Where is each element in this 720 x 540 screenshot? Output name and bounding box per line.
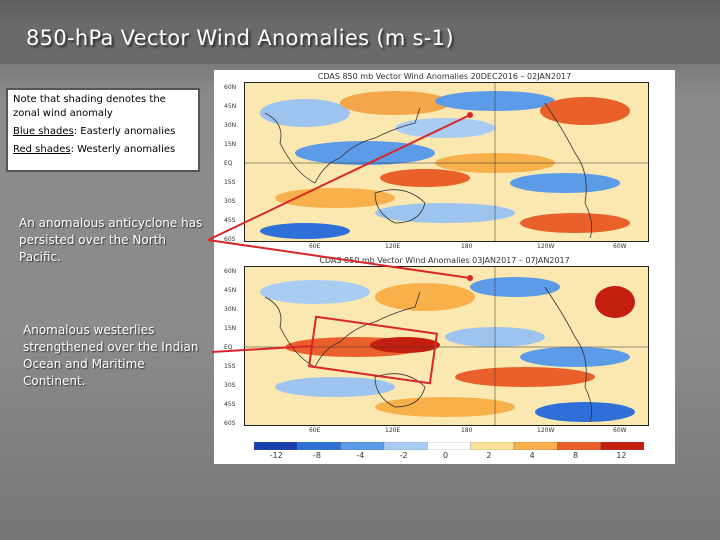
callout-anticyclone: An anomalous anticyclone has persisted o… [19, 216, 203, 264]
lat-label: EQ [224, 344, 233, 351]
colorbar-tick-label: -8 [313, 451, 321, 460]
colorbar-tick-label: 12 [616, 451, 627, 460]
colorbar-swatch [427, 442, 471, 450]
lat-label: 60S [224, 236, 236, 243]
note-red: Red shades: Westerly anomalies [13, 143, 193, 157]
colorbar-tick-label: 2 [486, 451, 492, 460]
top-map-shading [245, 83, 648, 241]
lon-label: 60W [613, 427, 627, 434]
lon-label: 60W [613, 243, 627, 250]
lat-label: 45S [224, 401, 236, 408]
colorbar-swatch [340, 442, 385, 450]
lon-label: 120W [537, 427, 555, 434]
lat-label: 15S [224, 179, 236, 186]
lon-label: 120E [385, 243, 401, 250]
lat-label: 15N [224, 325, 237, 332]
colorbar-tick-label: -4 [356, 451, 365, 460]
note-text: Note that shading denotes the zonal wind… [13, 94, 166, 119]
lat-label: 45S [224, 217, 236, 224]
legend-note-box: Note that shading denotes the zonal wind… [6, 88, 200, 172]
bottom-map-shading [245, 267, 648, 425]
lon-label: 60E [309, 427, 321, 434]
lat-label: EQ [224, 160, 233, 167]
lat-label: 30N [224, 306, 237, 313]
lon-label: 60E [309, 243, 321, 250]
title-bar [0, 20, 720, 64]
colorbar-swatch [557, 442, 601, 450]
lat-label: 15S [224, 363, 236, 370]
colorbar-swatch [470, 442, 515, 450]
red-shades-label: Red shades [13, 144, 71, 155]
note-blue: Blue shades: Easterly anomalies [13, 125, 193, 139]
slide-title: 850-hPa Vector Wind Anomalies (m s-1) [26, 26, 454, 50]
lon-label: 120W [537, 243, 555, 250]
blue-shades-desc: : Easterly anomalies [73, 126, 176, 137]
lat-label: 60N [224, 268, 237, 275]
red-shades-desc: : Westerly anomalies [70, 144, 176, 155]
lat-label: 30N [224, 122, 237, 129]
lat-label: 45N [224, 287, 237, 294]
colorbar-swatch [297, 442, 341, 450]
callout-westerlies: Anomalous westerlies strengthened over t… [23, 323, 199, 388]
top-map-title: CDAS 850 mb Vector Wind Anomalies 20DEC2… [317, 72, 572, 81]
colorbar-tick-label: 4 [529, 451, 535, 460]
lat-label: 45N [224, 103, 237, 110]
wind-anomaly-figure: CDAS 850 mb Vector Wind Anomalies 20DEC2… [214, 70, 675, 464]
lat-label: 60N [224, 84, 237, 91]
colorbar-tick-label: 8 [573, 451, 579, 460]
lat-label: 30S [224, 198, 236, 205]
colorbar-swatch [383, 442, 428, 450]
colorbar-tick-label: -2 [399, 451, 408, 460]
lat-label: 15N [224, 141, 237, 148]
lon-label: 180 [461, 243, 473, 250]
lat-label: 30S [224, 382, 236, 389]
bottom-anomaly-map [244, 266, 649, 426]
colorbar-tick-label: -12 [269, 451, 283, 460]
colorbar [254, 442, 644, 450]
blue-shades-label: Blue shades [13, 126, 74, 137]
lon-label: 180 [461, 427, 473, 434]
colorbar-swatch [600, 442, 644, 450]
lon-label: 120E [385, 427, 401, 434]
lat-label: 60S [224, 420, 236, 427]
bottom-map-title: CDAS 850 mb Vector Wind Anomalies 03JAN2… [319, 256, 570, 265]
colorbar-tick-label: 0 [443, 451, 449, 460]
colorbar-swatch [254, 442, 298, 450]
top-anomaly-map [244, 82, 649, 242]
colorbar-swatch [513, 442, 558, 450]
